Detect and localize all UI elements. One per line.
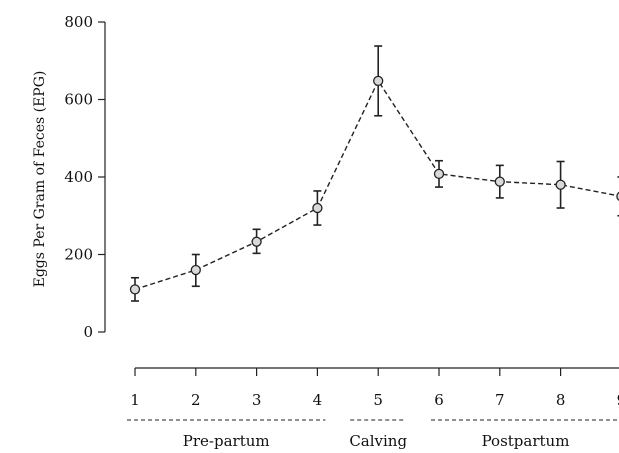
y-axis: 0 200 400 600 800 — [64, 13, 106, 341]
data-point — [251, 236, 262, 247]
x-axis: 1 2 3 4 5 6 7 8 9 — [130, 367, 619, 409]
data-point — [312, 202, 323, 214]
x-tick-label: 7 — [495, 391, 505, 409]
x-tick-label: 1 — [130, 391, 140, 409]
data-point — [190, 264, 201, 276]
x-tick-label: 6 — [434, 391, 444, 409]
data-point — [433, 168, 445, 180]
x-tick-label: 8 — [556, 391, 566, 409]
y-tick-label: 0 — [83, 323, 93, 341]
phase-label: Pre-partum — [183, 432, 270, 450]
x-tick-label: 9 — [617, 391, 619, 409]
series-line — [134, 79, 619, 291]
phase-label: Postpartum — [482, 432, 570, 450]
data-point — [373, 75, 384, 87]
y-tick-label: 200 — [64, 246, 93, 264]
x-tick-label: 3 — [252, 391, 262, 409]
y-tick-label: 400 — [64, 168, 93, 186]
x-tick-label: 4 — [313, 391, 323, 409]
x-tick-label: 5 — [373, 391, 383, 409]
phase-groups: Pre-partum Calving Postpartum — [127, 419, 619, 450]
y-tick-label: 800 — [64, 13, 93, 31]
data-point — [555, 179, 566, 190]
y-axis-title: Eggs Per Gram of Feces (EPG) — [32, 71, 48, 288]
data-point — [616, 191, 619, 201]
data-point — [494, 176, 505, 187]
data-points — [129, 75, 619, 295]
y-tick-label: 600 — [64, 91, 93, 109]
x-tick-label: 2 — [191, 391, 201, 409]
data-point — [129, 284, 141, 295]
phase-label: Calving — [349, 432, 407, 450]
